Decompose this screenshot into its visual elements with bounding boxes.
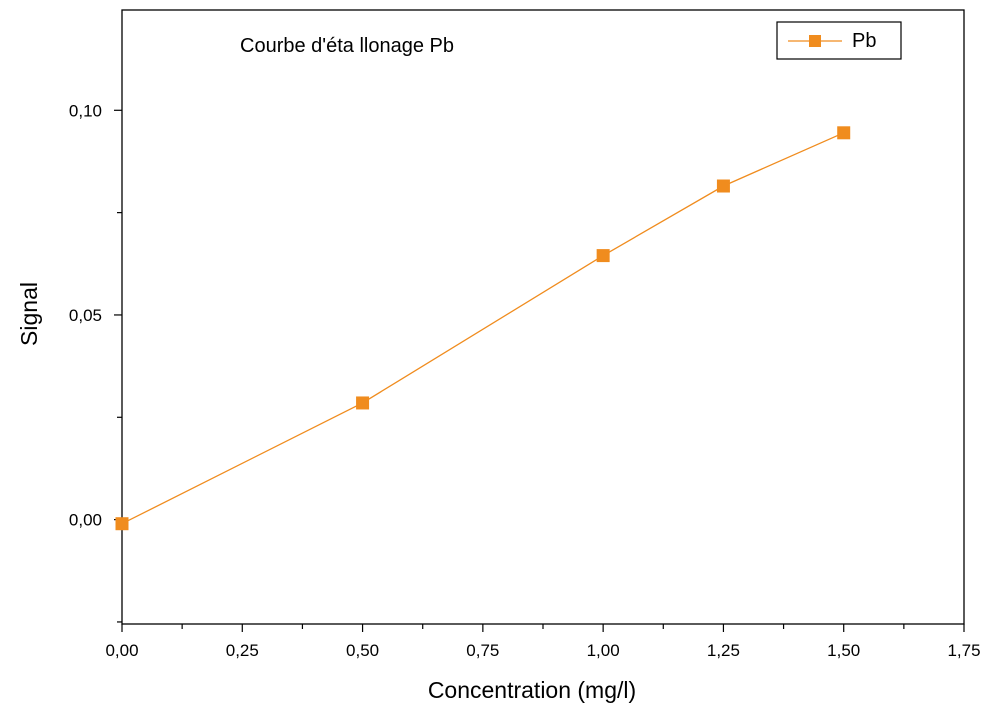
series-layer <box>115 126 851 531</box>
x-tick-label: 0,75 <box>466 641 499 660</box>
data-point-pb <box>716 179 730 193</box>
plot-frame <box>121 9 965 625</box>
y-tick-label: 0,10 <box>69 101 102 120</box>
x-axis-title: Concentration (mg/l) <box>428 677 636 703</box>
x-tick-label: 1,50 <box>827 641 860 660</box>
chart-title: Courbe d'éta llonage Pb <box>240 35 454 57</box>
series-line-pb <box>121 132 844 525</box>
data-point-pb <box>837 126 851 140</box>
data-point-pb <box>356 396 370 410</box>
data-point-pb <box>596 249 610 263</box>
x-axis-ticks: 0,00 0,25 0,50 0,75 1,00 1,25 1,50 1,75 <box>105 624 981 660</box>
y-tick-label: 0,05 <box>69 306 102 325</box>
legend: Pb <box>776 21 902 60</box>
x-tick-label: 0,50 <box>346 641 379 660</box>
x-tick-label: 0,00 <box>105 641 138 660</box>
x-tick-label: 0,25 <box>226 641 259 660</box>
x-tick-label: 1,25 <box>707 641 740 660</box>
x-tick-label: 1,75 <box>947 641 980 660</box>
plot-border <box>121 9 965 625</box>
data-point-pb <box>115 517 129 531</box>
legend-marker <box>809 35 821 47</box>
legend-label-pb: Pb <box>852 30 876 52</box>
y-axis-ticks: 0,00 0,05 0,10 <box>69 101 122 623</box>
x-tick-label: 1,00 <box>587 641 620 660</box>
y-axis-title: Signal <box>16 282 42 346</box>
y-tick-label: 0,00 <box>69 511 102 530</box>
